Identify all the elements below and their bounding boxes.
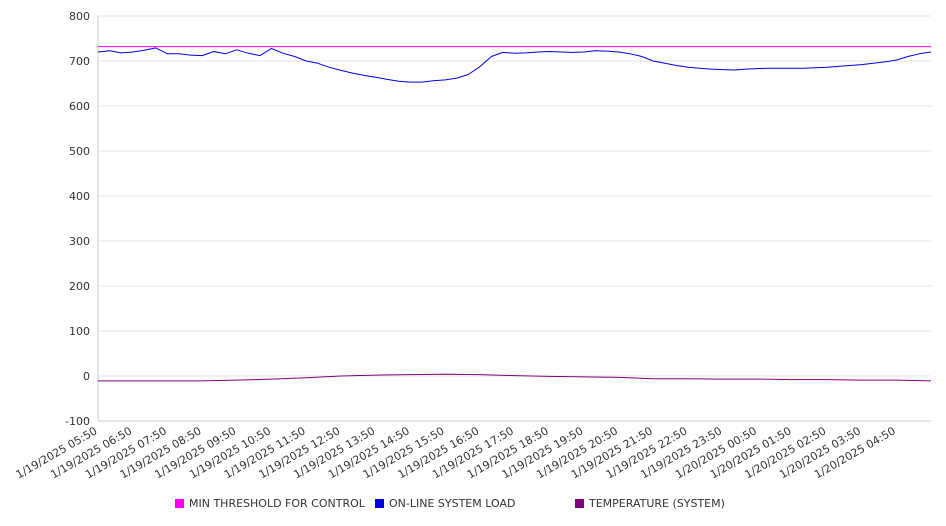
y-tick-label: 0 [83,370,90,383]
x-axis-tick-labels: 1/19/2025 05:501/19/2025 06:501/19/2025 … [14,424,898,481]
y-tick-label: 500 [69,145,90,158]
legend-swatch-threshold [175,499,184,508]
series-line-temperature [98,373,932,382]
axes [97,16,931,422]
y-tick-label: 700 [69,55,90,68]
series-lines [97,46,932,382]
y-tick-label: 600 [69,100,90,113]
y-tick-label: 200 [69,280,90,293]
legend-label-system-load: ON-LINE SYSTEM LOAD [389,497,516,510]
y-axis-tick-labels: -100 0 100 200 300 400 500 600 700 800 [65,10,90,428]
y-tick-label: 300 [69,235,90,248]
legend-label-threshold: MIN THRESHOLD FOR CONTROL [189,497,365,510]
y-tick-label: -100 [65,415,90,428]
legend-item-threshold: MIN THRESHOLD FOR CONTROL [175,497,365,510]
legend: MIN THRESHOLD FOR CONTROL ON-LINE SYSTEM… [0,497,946,517]
legend-item-temperature: TEMPERATURE (SYSTEM) [575,497,725,510]
legend-swatch-temperature [575,499,584,508]
legend-item-system-load: ON-LINE SYSTEM LOAD [375,497,515,510]
grid-lines [98,15,931,377]
y-tick-label: 800 [69,10,90,23]
y-tick-label: 100 [69,325,90,338]
series-line-system-load [97,47,932,83]
legend-label-temperature: TEMPERATURE (SYSTEM) [589,497,725,510]
y-tick-label: 400 [69,190,90,203]
legend-swatch-system-load [375,499,384,508]
